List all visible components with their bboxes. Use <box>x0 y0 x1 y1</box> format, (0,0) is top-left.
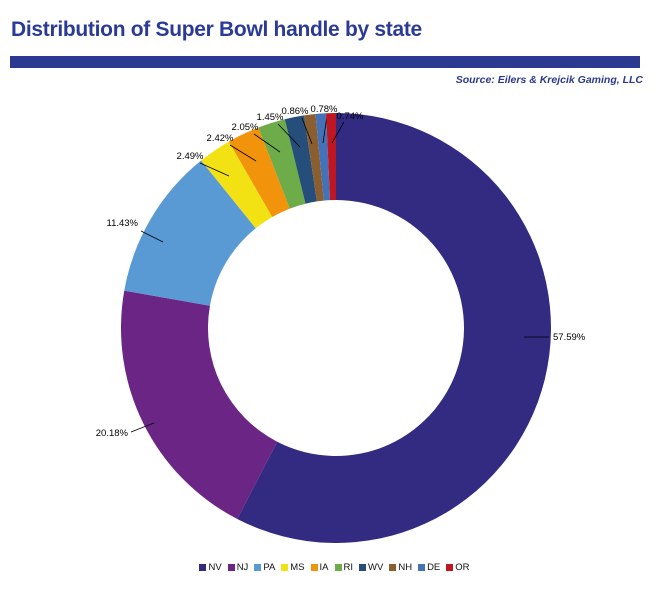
slice-label-IA: 2.42% <box>207 133 234 144</box>
slice-label-WV: 1.45% <box>257 112 284 123</box>
legend-label-OR: OR <box>455 562 470 573</box>
legend-swatch-NV <box>199 564 207 571</box>
donut-chart-area: 57.59% 20.18% 11.43% 2.49% 2.42% 2.05% 1.45% 0.… <box>0 95 669 555</box>
leader-line-NJ <box>130 422 155 433</box>
pie-slice-OR <box>326 112 336 201</box>
legend-swatch-NH <box>389 564 397 571</box>
legend-item-NJ: NJ <box>227 562 249 573</box>
legend-label-WV: WV <box>368 562 384 573</box>
legend-label-IA: IA <box>319 562 329 573</box>
legend-swatch-IA <box>310 564 318 571</box>
leader-line-PA <box>140 230 164 243</box>
legend-item-MS: MS <box>281 562 305 573</box>
legend-swatch-PA <box>254 564 262 571</box>
legend-label-NJ: NJ <box>236 562 249 573</box>
legend-swatch-OR <box>446 564 454 571</box>
pie-slice-DE <box>315 113 331 201</box>
leader-line-IA <box>229 144 257 162</box>
pie-slice-PA <box>124 160 256 306</box>
slice-label-RI: 2.05% <box>232 122 259 133</box>
leader-line-OR <box>331 121 345 144</box>
legend-swatch-MS <box>281 564 289 571</box>
title-divider-bar <box>10 56 640 68</box>
leader-line-RI <box>253 133 281 153</box>
slice-label-PA: 11.43% <box>106 218 138 229</box>
leader-line-MS <box>199 162 230 177</box>
legend-label-NH: NH <box>398 562 413 573</box>
slice-label-MS: 2.49% <box>177 151 204 162</box>
legend-item-WV: WV <box>359 562 383 573</box>
leader-line-WV <box>277 123 301 148</box>
legend-item-IA: IA <box>310 562 329 573</box>
slice-label-NJ: 20.18% <box>96 428 129 439</box>
slice-label-DE: 0.78% <box>311 104 338 115</box>
legend-label-PA: PA <box>263 562 276 573</box>
donut-chart: 57.59%20.18%11.43%2.49%2.42%2.05%1.45%0.… <box>96 104 586 543</box>
leader-line-DE <box>322 115 328 144</box>
pie-slice-IA <box>228 127 290 218</box>
legend-item-PA: PA <box>254 562 275 573</box>
legend-label-RI: RI <box>343 562 354 573</box>
pie-slice-RI <box>258 119 306 209</box>
slice-label-NV: 57.59% <box>553 332 586 343</box>
legend-label-NV: NV <box>208 562 222 573</box>
legend-label-DE: DE <box>427 562 441 573</box>
pie-slice-WV <box>284 115 317 204</box>
page-title: Distribution of Super Bowl handle by sta… <box>11 18 422 41</box>
legend-item-NV: NV <box>199 562 222 573</box>
legend-swatch-NJ <box>227 564 235 571</box>
source-attribution: Source: Eilers & Krejcik Gaming, LLC <box>455 74 643 86</box>
chart-legend: NV NJ PA MS IA RI WV NH DE OR <box>0 562 669 573</box>
legend-item-OR: OR <box>446 562 470 573</box>
pie-slice-NV <box>237 113 551 543</box>
slice-label-NH: 0.86% <box>282 106 309 117</box>
legend-item-NH: NH <box>389 562 412 573</box>
legend-item-RI: RI <box>334 562 354 573</box>
legend-swatch-RI <box>334 564 342 571</box>
pie-slice-NJ <box>121 290 278 519</box>
pie-slice-MS <box>201 141 273 229</box>
legend-label-MS: MS <box>290 562 305 573</box>
legend-swatch-WV <box>359 564 367 571</box>
legend-item-DE: DE <box>418 562 440 573</box>
leader-line-NH <box>301 117 313 145</box>
legend-swatch-DE <box>418 564 426 571</box>
slice-label-OR: 0.74% <box>337 111 364 122</box>
